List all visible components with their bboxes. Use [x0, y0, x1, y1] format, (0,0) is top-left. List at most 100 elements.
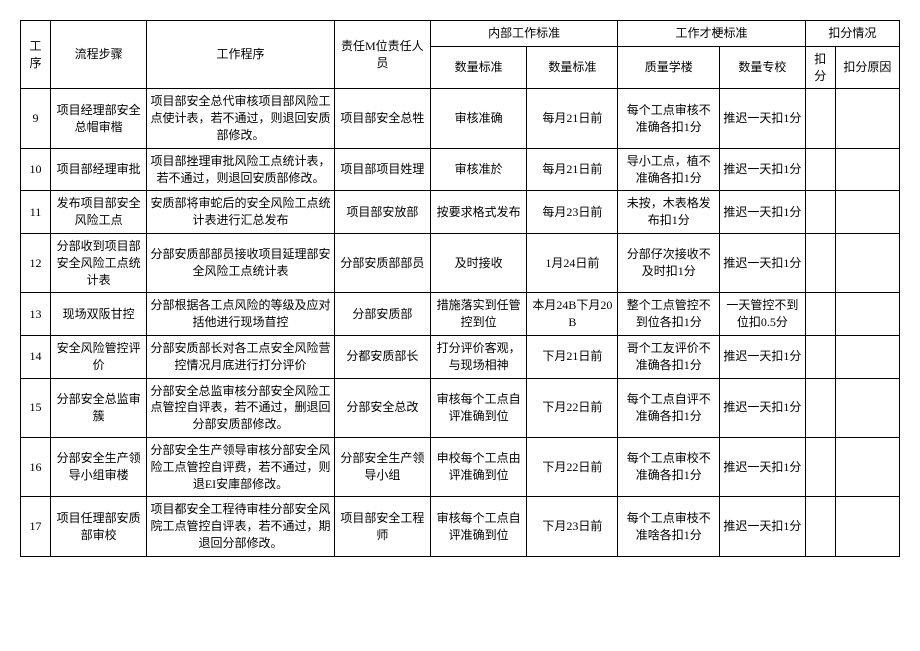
cell-eq: 每个工点审枝不准啥各扣1分 [618, 497, 720, 556]
cell-iq: 申校每个工点由评准确到位 [431, 437, 527, 496]
cell-en: 推迟一天扣1分 [720, 148, 806, 191]
header-resp: 责任M位责任人员 [334, 21, 430, 89]
cell-eq: 每个工点审核不准确各扣1分 [618, 89, 720, 148]
cell-step: 分部安全总监审簇 [50, 378, 146, 437]
header-deduct-reason: 扣分原因 [835, 46, 899, 89]
table-row: 9项目经理部安全总帽审楷项目部安全总代审核项目部风险工点使计表，若不通过，则退回… [21, 89, 900, 148]
cell-en: 推迟一天扣1分 [720, 233, 806, 292]
cell-iq: 措施落实到任管控到位 [431, 293, 527, 336]
cell-proc: 分部安质部长对各工点安全风险营控情况月底进行打分评价 [147, 335, 334, 378]
cell-proc: 安质部将审蛇后的安全风险工点统计表进行汇总发布 [147, 191, 334, 234]
cell-resp: 项目部安全工程师 [334, 497, 430, 556]
cell-resp: 分部安全生产领导小组 [334, 437, 430, 496]
cell-proc: 分部安全生产领导审核分部安全风险工点管控自评费，若不通过，则退EI安庫部修改。 [147, 437, 334, 496]
cell-in: 1月24日前 [527, 233, 618, 292]
cell-in: 下月22日前 [527, 437, 618, 496]
table-row: 17项目任理部安质部审校项目都安全工程待审桂分部安全风院工点管控自评表，若不通过… [21, 497, 900, 556]
cell-d2 [835, 293, 899, 336]
cell-eq: 未按，木表格发布扣1分 [618, 191, 720, 234]
cell-iq: 审核准确 [431, 89, 527, 148]
table-row: 14安全风险管控评价分部安质部长对各工点安全风险营控情况月底进行打分评价分都安质… [21, 335, 900, 378]
cell-en: 推迟一天扣1分 [720, 191, 806, 234]
cell-seq: 11 [21, 191, 51, 234]
cell-eq: 哥个工友评价不准确各扣1分 [618, 335, 720, 378]
table-row: 11发布项目部安全风险工点安质部将审蛇后的安全风险工点统计表进行汇总发布项目部安… [21, 191, 900, 234]
cell-d2 [835, 335, 899, 378]
cell-iq: 审核每个工点自评准确到位 [431, 378, 527, 437]
header-deduct-group: 扣分情况 [805, 21, 899, 47]
cell-d1 [805, 293, 835, 336]
table-row: 15分部安全总监审簇分部安全总监审核分部安全风险工点管控自评表，若不通过，删退回… [21, 378, 900, 437]
table-body: 9项目经理部安全总帽审楷项目部安全总代审核项目部风险工点使计表，若不通过，则退回… [21, 89, 900, 556]
cell-proc: 项目部安全总代审核项目部风险工点使计表，若不通过，则退回安质部修改。 [147, 89, 334, 148]
cell-en: 推迟一天扣1分 [720, 437, 806, 496]
cell-in: 每月23日前 [527, 191, 618, 234]
cell-proc: 分部安质部部员接收项目延理部安全风险工点统计表 [147, 233, 334, 292]
cell-d1 [805, 335, 835, 378]
header-seq: 工序 [21, 21, 51, 89]
cell-eq: 整个工点管控不到位各扣1分 [618, 293, 720, 336]
cell-iq: 审核准於 [431, 148, 527, 191]
cell-seq: 14 [21, 335, 51, 378]
cell-resp: 分部安质部 [334, 293, 430, 336]
cell-step: 现场双阪甘控 [50, 293, 146, 336]
cell-step: 发布项目部安全风险工点 [50, 191, 146, 234]
header-internal-group: 内部工作标准 [431, 21, 618, 47]
cell-d1 [805, 378, 835, 437]
cell-en: 推迟一天扣1分 [720, 89, 806, 148]
cell-proc: 分部安全总监审核分部安全风险工点管控自评表，若不通过，删退回分部安质部修改。 [147, 378, 334, 437]
cell-proc: 项目都安全工程待审桂分部安全风院工点管控自评表，若不通过，期退回分部修改。 [147, 497, 334, 556]
workflow-table: 工序 流程步骤 工作程序 责任M位责任人员 内部工作标准 工作才梗标准 扣分情况… [20, 20, 900, 557]
cell-eq: 导小工点，植不准确各扣1分 [618, 148, 720, 191]
cell-in: 下月21日前 [527, 335, 618, 378]
cell-seq: 15 [21, 378, 51, 437]
cell-d1 [805, 497, 835, 556]
cell-step: 安全风险管控评价 [50, 335, 146, 378]
cell-d2 [835, 497, 899, 556]
cell-step: 项目任理部安质部审校 [50, 497, 146, 556]
cell-d2 [835, 233, 899, 292]
cell-in: 下月22日前 [527, 378, 618, 437]
cell-d1 [805, 233, 835, 292]
cell-seq: 10 [21, 148, 51, 191]
table-row: 13现场双阪甘控分部根据各工点风险的等级及应对括他进行现场苜控分部安质部措施落实… [21, 293, 900, 336]
header-external-group: 工作才梗标准 [618, 21, 805, 47]
table-row: 10项目部经理审批项目部挫理审批风险工点统计表，若不通过，则退回安质部修改。项目… [21, 148, 900, 191]
cell-resp: 分部安质部部员 [334, 233, 430, 292]
cell-in: 本月24B下月20B [527, 293, 618, 336]
header-step: 流程步骤 [50, 21, 146, 89]
table-header: 工序 流程步骤 工作程序 责任M位责任人员 内部工作标准 工作才梗标准 扣分情况… [21, 21, 900, 89]
cell-seq: 16 [21, 437, 51, 496]
cell-in: 每月21日前 [527, 148, 618, 191]
cell-eq: 每个工点审校不准确各扣1分 [618, 437, 720, 496]
cell-en: 推迟一天扣1分 [720, 378, 806, 437]
cell-proc: 项目部挫理审批风险工点统计表，若不通过，则退回安质部修改。 [147, 148, 334, 191]
cell-d1 [805, 148, 835, 191]
cell-step: 分部收到项目部安全风险工点统计表 [50, 233, 146, 292]
cell-eq: 分部仔次接收不及时扣1分 [618, 233, 720, 292]
cell-proc: 分部根据各工点风险的等级及应对括他进行现场苜控 [147, 293, 334, 336]
cell-seq: 17 [21, 497, 51, 556]
cell-seq: 9 [21, 89, 51, 148]
cell-in: 每月21日前 [527, 89, 618, 148]
cell-resp: 项目部安全总牲 [334, 89, 430, 148]
header-proc: 工作程序 [147, 21, 334, 89]
table-row: 16分部安全生产领导小组审楼分部安全生产领导审核分部安全风险工点管控自评费，若不… [21, 437, 900, 496]
cell-d2 [835, 89, 899, 148]
cell-seq: 12 [21, 233, 51, 292]
cell-step: 项目经理部安全总帽审楷 [50, 89, 146, 148]
cell-d2 [835, 437, 899, 496]
cell-en: 一天管控不到位扣0.5分 [720, 293, 806, 336]
cell-seq: 13 [21, 293, 51, 336]
header-deduct-score: 扣分 [805, 46, 835, 89]
cell-d2 [835, 191, 899, 234]
cell-eq: 每个工点自评不准确各扣1分 [618, 378, 720, 437]
cell-d2 [835, 148, 899, 191]
cell-en: 推迟一天扣1分 [720, 335, 806, 378]
cell-iq: 审核每个工点自评准确到位 [431, 497, 527, 556]
header-external-qual: 质量学楼 [618, 46, 720, 89]
cell-resp: 项目部安放部 [334, 191, 430, 234]
header-external-quan: 数量专校 [720, 46, 806, 89]
cell-step: 分部安全生产领导小组审楼 [50, 437, 146, 496]
cell-resp: 项目部项目姓理 [334, 148, 430, 191]
